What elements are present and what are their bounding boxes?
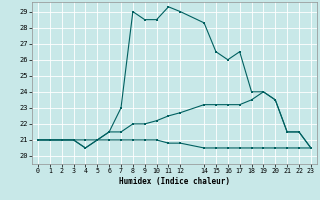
X-axis label: Humidex (Indice chaleur): Humidex (Indice chaleur) xyxy=(119,177,230,186)
